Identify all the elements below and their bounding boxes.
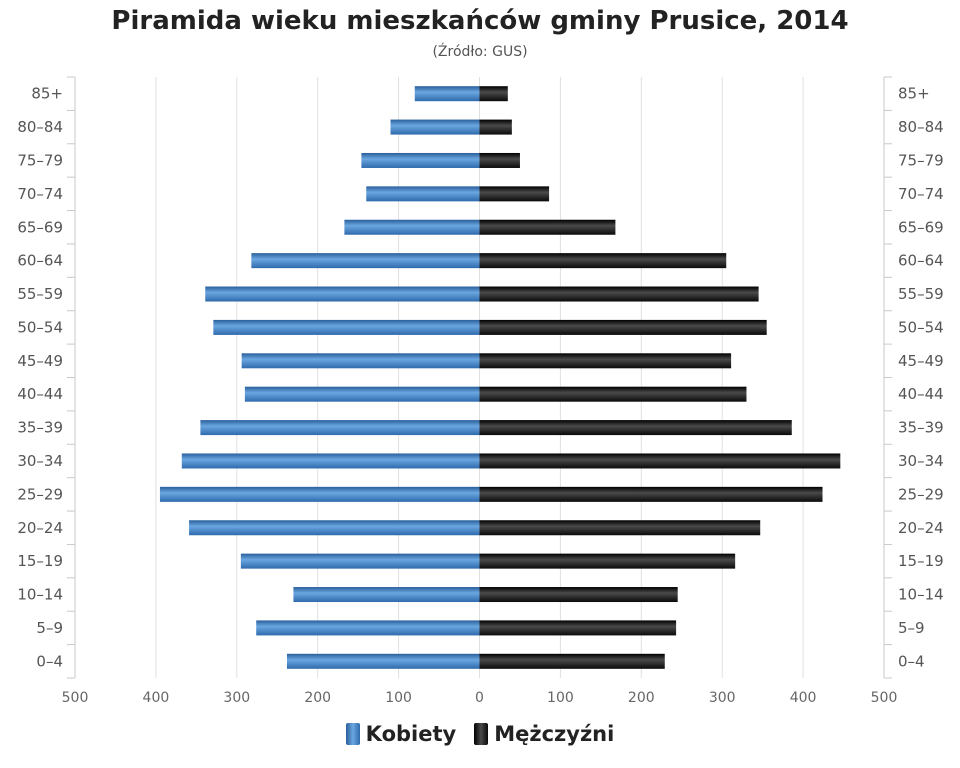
legend: Kobiety Mężczyźni (0, 722, 960, 746)
y-tick-label-left: 70–74 (17, 185, 63, 203)
legend-swatch-mezczyzni (474, 723, 489, 745)
y-tick-label-left: 65–69 (17, 218, 63, 236)
y-tick-label-left: 15–19 (17, 552, 63, 570)
y-tick-label-left: 60–64 (17, 252, 63, 270)
y-tick-label-left: 55–59 (17, 285, 63, 303)
bar-mezczyzni (479, 253, 727, 269)
y-tick-label-left: 30–34 (17, 452, 63, 470)
y-tick-label-left: 45–49 (17, 352, 63, 370)
bar-kobiety (181, 453, 480, 469)
x-tick-label: 100 (385, 690, 412, 706)
legend-swatch-kobiety (345, 723, 360, 745)
y-tick-label-right: 5–9 (898, 619, 925, 637)
chart-subtitle: (Źródło: GUS) (432, 44, 528, 60)
bar-mezczyzni (479, 520, 761, 536)
y-tick-label-right: 75–79 (898, 151, 944, 169)
bar-kobiety (286, 653, 480, 669)
y-tick-label-left: 40–44 (17, 385, 63, 403)
legend-item-kobiety[interactable]: Kobiety (345, 722, 457, 746)
bar-kobiety (361, 152, 480, 168)
bar-kobiety (241, 353, 480, 369)
x-tick-label: 300 (709, 690, 736, 706)
x-tick-label: 200 (304, 690, 331, 706)
x-tick-label: 300 (223, 690, 250, 706)
y-tick-label-left: 35–39 (17, 419, 63, 437)
bar-kobiety (200, 420, 480, 436)
x-tick-label: 500 (871, 690, 898, 706)
y-tick-label-right: 55–59 (898, 285, 944, 303)
y-tick-label-right: 30–34 (898, 452, 944, 470)
y-tick-label-right: 20–24 (898, 519, 944, 537)
bar-mezczyzni (479, 553, 736, 569)
bar-kobiety (189, 520, 480, 536)
y-tick-label-right: 65–69 (898, 218, 944, 236)
y-tick-label-right: 70–74 (898, 185, 944, 203)
y-tick-label-right: 40–44 (898, 385, 944, 403)
bar-kobiety (293, 587, 480, 603)
bar-mezczyzni (479, 453, 841, 469)
chart-title: Piramida wieku mieszkańców gminy Prusice… (111, 6, 849, 36)
bar-kobiety (256, 620, 480, 636)
y-tick-label-right: 60–64 (898, 252, 944, 270)
x-tick-label: 0 (475, 690, 484, 706)
y-tick-label-right: 85+ (898, 85, 930, 103)
bar-mezczyzni (479, 319, 767, 335)
bar-mezczyzni (479, 386, 747, 402)
x-tick-label: 400 (143, 690, 170, 706)
bar-kobiety (251, 253, 480, 269)
y-tick-label-left: 25–29 (17, 485, 63, 503)
bar-mezczyzni (479, 286, 759, 302)
y-tick-label-left: 75–79 (17, 151, 63, 169)
bar-mezczyzni (479, 219, 616, 235)
bars-layer (159, 86, 841, 669)
y-tick-label-left: 80–84 (17, 118, 63, 136)
bar-mezczyzni (479, 119, 512, 135)
bar-mezczyzni (479, 587, 678, 603)
bar-kobiety (344, 219, 480, 235)
y-tick-label-right: 10–14 (898, 586, 944, 604)
legend-label-kobiety: Kobiety (365, 722, 457, 746)
y-tick-label-left: 0–4 (36, 652, 63, 670)
labels-layer: 500 400 300 200 100 0 100 200 300 400 500 85+ 85+ 80–… (17, 85, 943, 706)
bar-kobiety (244, 386, 480, 402)
x-tick-label: 500 (62, 690, 89, 706)
bar-kobiety (366, 186, 480, 202)
y-tick-label-left: 5–9 (36, 619, 63, 637)
bar-mezczyzni (479, 353, 732, 369)
bar-mezczyzni (479, 86, 508, 102)
bar-kobiety (213, 319, 480, 335)
y-tick-label-left: 10–14 (17, 586, 63, 604)
y-tick-label-right: 0–4 (898, 652, 925, 670)
x-tick-label: 400 (790, 690, 817, 706)
legend-item-mezczyzni[interactable]: Mężczyźni (474, 722, 614, 746)
bar-kobiety (240, 553, 480, 569)
bar-kobiety (205, 286, 480, 302)
grid-layer (67, 76, 892, 679)
y-tick-label-right: 15–19 (898, 552, 944, 570)
bar-mezczyzni (479, 186, 550, 202)
bar-mezczyzni (479, 152, 520, 168)
y-tick-label-right: 35–39 (898, 419, 944, 437)
y-tick-label-right: 25–29 (898, 485, 944, 503)
bar-mezczyzni (479, 420, 792, 436)
x-tick-label: 200 (628, 690, 655, 706)
y-tick-label-right: 80–84 (898, 118, 944, 136)
y-tick-label-right: 45–49 (898, 352, 944, 370)
y-tick-label-left: 20–24 (17, 519, 63, 537)
legend-label-mezczyzni: Mężczyźni (494, 722, 615, 746)
y-tick-label-right: 50–54 (898, 318, 944, 336)
bar-kobiety (414, 86, 480, 102)
bar-kobiety (159, 486, 480, 502)
bar-mezczyzni (479, 486, 823, 502)
bar-kobiety (390, 119, 480, 135)
x-tick-label: 100 (547, 690, 574, 706)
bar-mezczyzni (479, 620, 677, 636)
y-tick-label-left: 85+ (31, 85, 63, 103)
y-tick-label-left: 50–54 (17, 318, 63, 336)
bar-mezczyzni (479, 653, 665, 669)
